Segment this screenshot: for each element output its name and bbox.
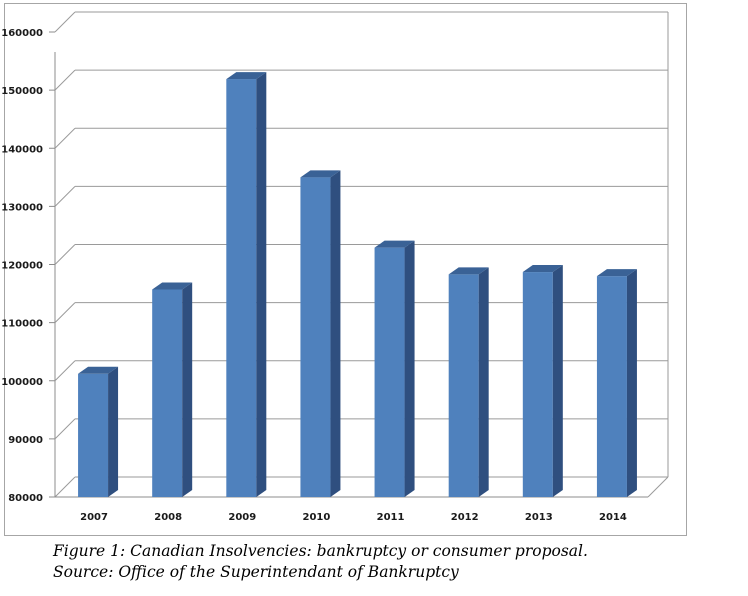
y-tick-label: 100000	[1, 377, 43, 388]
x-tick-label: 2008	[154, 512, 182, 523]
bar-side-2007	[108, 366, 119, 497]
bar-side-2009	[256, 72, 267, 498]
figure-caption: Figure 1: Canadian Insolvencies: bankrup…	[53, 541, 733, 583]
x-tick-label: 2013	[525, 512, 553, 523]
bar-top-2012	[448, 267, 489, 275]
y-tick-label: 130000	[1, 202, 43, 213]
bar-2009	[226, 79, 257, 498]
bar-2011	[374, 247, 405, 497]
x-tick-label: 2009	[228, 512, 256, 523]
gridline-side	[54, 360, 76, 382]
bar-side-2013	[552, 265, 563, 497]
y-tick-label: 90000	[8, 435, 43, 446]
bar-top-2008	[152, 282, 193, 290]
bar-2008	[152, 289, 183, 497]
gridline-side	[54, 302, 76, 323]
bar-side-2012	[478, 267, 489, 497]
bar-top-2007	[78, 366, 119, 374]
bar-2007	[78, 373, 109, 497]
gridline-side	[54, 186, 76, 207]
gridline-side	[54, 476, 76, 498]
gridline-side	[54, 418, 76, 440]
bar-side-2010	[330, 170, 341, 497]
bar-top-2011	[374, 240, 415, 248]
bar-2012	[448, 274, 479, 497]
x-tick-label: 2012	[451, 512, 479, 523]
bar-top-2014	[596, 269, 637, 277]
y-tick-label: 150000	[1, 86, 43, 97]
gridline-side	[54, 11, 76, 33]
caption-title: Figure 1: Canadian Insolvencies: bankrup…	[53, 542, 588, 560]
gridline-side	[54, 69, 76, 91]
y-tick-label: 80000	[8, 493, 43, 504]
y-tick-label: 140000	[1, 144, 43, 155]
y-tick-label: 120000	[1, 261, 43, 272]
bar-2014	[596, 276, 627, 497]
x-tick-label: 2010	[303, 512, 331, 523]
bar-top-2013	[522, 265, 563, 273]
y-tick-label: 160000	[1, 28, 43, 39]
caption-source: Source: Office of the Superintendant of …	[53, 563, 459, 581]
y-tick-label: 110000	[1, 319, 43, 330]
bar-top-2010	[300, 170, 341, 178]
bar-2010	[300, 177, 331, 497]
bar-2013	[522, 272, 553, 497]
x-tick-label: 2014	[599, 512, 627, 523]
floor-edge	[647, 476, 669, 498]
bar-top-2009	[226, 72, 267, 80]
gridline-side	[54, 127, 76, 149]
bar-side-2011	[404, 240, 415, 498]
x-tick-label: 2007	[80, 512, 108, 523]
x-tick-label: 2011	[377, 512, 405, 523]
gridline-side	[54, 244, 76, 265]
bar-side-2014	[626, 269, 637, 497]
bar-side-2008	[182, 282, 193, 497]
